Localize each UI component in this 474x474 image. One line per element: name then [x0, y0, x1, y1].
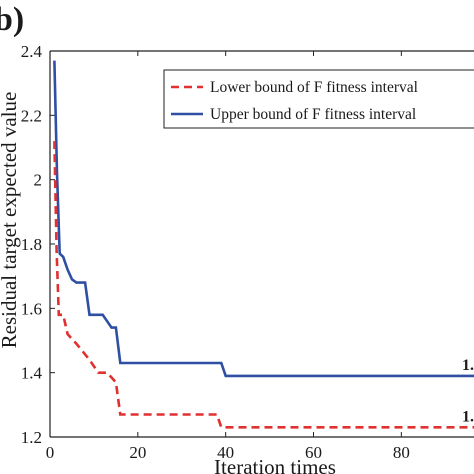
y-tick-label: 1.2 [21, 428, 42, 447]
x-tick-label: 60 [305, 443, 322, 462]
legend-entry-label: Upper bound of F fitness interval [210, 106, 416, 123]
x-tick-label: 80 [393, 443, 410, 462]
y-tick-label: 1.6 [21, 299, 42, 318]
legend-box [163, 69, 474, 129]
legend: Lower bound of F fitness interval Upper b… [163, 69, 474, 129]
y-tick-label: 2.4 [21, 42, 43, 61]
series-line-upper [53, 60, 474, 378]
y-axis-label: Residual target expected value [0, 92, 21, 349]
x-tick-label: 20 [129, 443, 146, 462]
y-tick-label: 2.2 [21, 106, 42, 125]
x-tick-label: 40 [217, 443, 234, 462]
legend-entry-label: Lower bound of F fitness interval [210, 79, 418, 96]
series-end-label: 1. [462, 408, 474, 425]
y-tick-label: 1.8 [21, 235, 42, 254]
series-layer: 1. 1. [53, 60, 474, 429]
series-end-label: 1. [462, 357, 474, 374]
series-line-lower [53, 141, 474, 429]
x-axis-label: Iteration times [214, 455, 336, 474]
axes: 0 20 40 60 80 1.2 1.4 1.6 1.8 2 2.2 2.4 [21, 42, 474, 462]
x-tick-label: 0 [46, 443, 55, 462]
y-tick-label: 2 [34, 171, 43, 190]
panel-label: b) [0, 1, 24, 38]
y-tick-label: 1.4 [21, 364, 43, 383]
